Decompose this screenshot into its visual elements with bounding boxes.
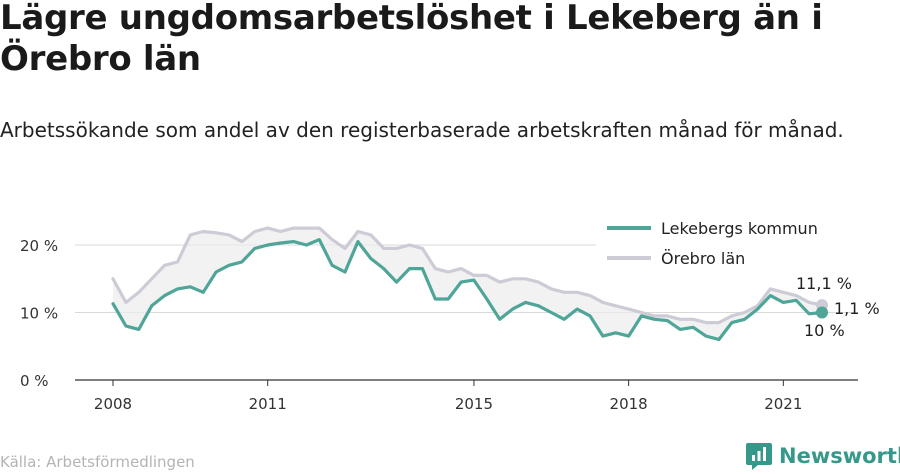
end-label-lekeberg: 10 % [804, 321, 845, 340]
source-note: Källa: Arbetsförmedlingen [0, 453, 195, 471]
line-chart: 0 % 10 % 20 % 2008 2011 2015 2018 2021 Lekeber… [20, 213, 880, 413]
x-tick-label: 2011 [249, 395, 287, 413]
end-labels: 11,1 % 10 % 1,1 % [796, 274, 880, 340]
end-marker-lekeberg [816, 306, 828, 319]
legend-background [596, 213, 860, 273]
y-tick-label: 0 % [20, 372, 49, 390]
end-label-difference: 1,1 % [834, 299, 880, 318]
x-tick-label: 2015 [455, 395, 493, 413]
legend: Lekebergs kommun Örebro län [596, 213, 860, 273]
x-tick-label: 2008 [94, 395, 132, 413]
end-label-orebro: 11,1 % [796, 274, 852, 293]
brand-name: Newsworthy [779, 444, 900, 468]
series-line-orebro [111, 226, 824, 325]
chart-subtitle: Arbetssökande som andel av den registerb… [0, 118, 844, 142]
series-line-lekeberg [111, 238, 824, 342]
y-tick-label: 10 % [20, 305, 58, 323]
y-axis: 0 % 10 % 20 % [20, 237, 58, 390]
brand-logo: Newsworthy [745, 440, 900, 472]
x-tick-label: 2021 [764, 395, 802, 413]
x-axis: 2008 2011 2015 2018 2021 [94, 380, 802, 413]
x-tick-label: 2018 [610, 395, 648, 413]
legend-label-orebro: Örebro län [661, 249, 745, 268]
y-tick-label: 20 % [20, 237, 58, 255]
series-lines [111, 226, 828, 342]
chart-title: Lägre ungdomsarbetslöshet i Lekeberg än … [0, 0, 823, 79]
newsworthy-logo-icon [746, 443, 772, 470]
legend-label-lekeberg: Lekebergs kommun [661, 219, 818, 238]
